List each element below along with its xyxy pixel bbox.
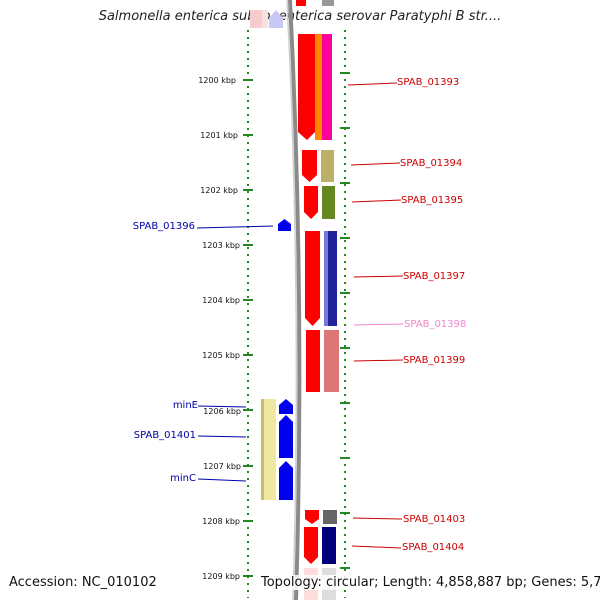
gene-label-right[interactable]: SPAB_01394 [400,158,462,169]
ruler-ticks [243,72,350,577]
leader-line [353,323,404,326]
reverse-genes [261,219,293,500]
leader-line [350,162,401,166]
gene-label-right[interactable]: SPAB_01393 [397,77,459,88]
gene-arrow-01399 [306,330,320,392]
leader-line [351,199,402,203]
ruler-label: 1204 kbp [202,296,240,305]
leader-line [197,405,247,408]
genome-backbone [288,0,302,600]
gene-arrow-01393 [298,34,315,140]
gene-feature [262,10,268,28]
gene-bar-01397a [324,231,328,326]
gene-label-right[interactable]: SPAB_01399 [403,355,465,366]
gene-feature [269,10,283,28]
gene-feature [296,0,306,6]
gene-arrow-01396 [278,219,291,231]
gene-label-left[interactable]: minC [170,473,196,484]
gene-bar-01393a [315,34,322,140]
leader-line [197,478,247,482]
gene-label-left[interactable]: SPAB_01401 [134,430,196,441]
leader-line [351,545,402,549]
gene-arrow-minE [279,399,293,414]
gene-label-right[interactable]: SPAB_01397 [403,271,465,282]
ruler-label: 1209 kbp [202,572,240,581]
gene-bar-01404 [322,527,336,564]
gene-arrow-minC [279,461,293,500]
gene-label-right[interactable]: SPAB_01403 [403,514,465,525]
gene-bar-01397b [328,231,337,326]
leader-line [197,435,247,438]
gene-bar-01399 [324,330,339,392]
leader-line [347,82,398,86]
ruler-label: 1207 kbp [203,462,241,471]
gene-feature [322,0,334,6]
leader-line [353,275,404,278]
gene-arrow-01403 [305,510,319,524]
gene-label-right[interactable]: SPAB_01395 [401,195,463,206]
map-title: Salmonella enterica subsp. enterica sero… [98,9,502,24]
gene-arrow-01395 [304,186,318,219]
topology-text: Topology: circular; Length: 4,858,887 bp… [261,575,600,590]
ruler-label: 1201 kbp [200,131,238,140]
gene-bar-minC [261,460,276,500]
gene-arrow-01397 [305,231,320,326]
ruler-label: 1205 kbp [202,351,240,360]
gene-bar-01403 [323,510,337,524]
gene-bar-01393b [322,34,332,140]
gene-feature [250,10,262,28]
gene-arrow-01394 [302,150,317,182]
gene-label-left[interactable]: SPAB_01396 [133,221,195,232]
ruler-label: 1203 kbp [202,241,240,250]
gene-label-left[interactable]: minE [173,400,198,411]
accession-text: Accession: NC_010102 [9,575,157,590]
leader-line [353,359,404,362]
leader-line [196,225,274,229]
gene-bar-01395 [322,186,335,219]
gene-bar-01401 [261,415,276,460]
ruler-label: 1200 kbp [198,76,236,85]
ruler-label: 1208 kbp [202,517,240,526]
gene-label-right[interactable]: SPAB_01398 [404,319,466,330]
gene-bar-minE [261,399,276,415]
gene-arrow-01401 [279,415,293,458]
gene-arrow-01404 [304,527,318,564]
gene-label-right[interactable]: SPAB_01404 [402,542,464,553]
gene-bar-01394 [321,150,334,182]
forward-genes [298,34,339,600]
ruler-label: 1202 kbp [200,186,238,195]
leader-line [352,517,403,520]
ruler-label: 1206 kbp [203,407,241,416]
